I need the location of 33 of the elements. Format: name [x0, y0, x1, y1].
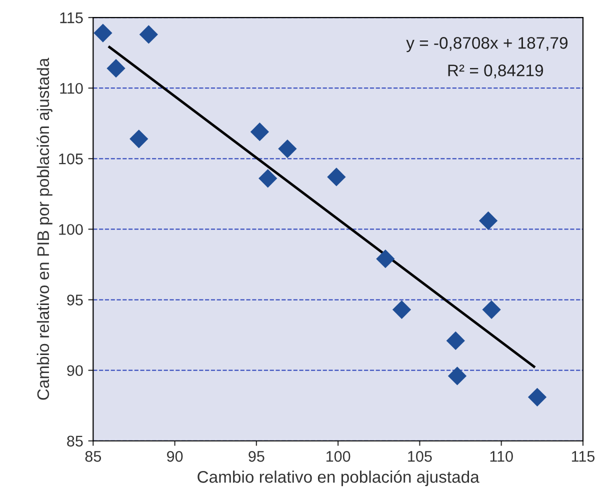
- point: [392, 300, 412, 319]
- annotation: R² = 0,84219: [448, 64, 543, 78]
- y-tick-label: 95: [67, 294, 83, 306]
- x-tick-label: 95: [248, 451, 264, 462]
- x-tick-label: 100: [326, 451, 350, 462]
- point: [478, 211, 498, 230]
- annotation: y = -0,8708x + 187,79: [406, 37, 568, 52]
- point: [448, 366, 467, 386]
- point: [130, 130, 148, 148]
- y-tick-label: 115: [60, 12, 83, 24]
- point: [482, 300, 501, 319]
- point: [528, 388, 547, 406]
- y-tick-label: 110: [60, 82, 83, 94]
- point: [250, 122, 270, 142]
- point: [376, 250, 395, 268]
- point: [327, 168, 346, 186]
- point: [446, 331, 465, 350]
- point: [258, 169, 278, 188]
- x-tick-label: 105: [408, 451, 432, 462]
- x-tick-label: 90: [167, 451, 183, 462]
- x-tick-label: 85: [85, 451, 102, 462]
- point: [278, 139, 297, 158]
- point: [94, 24, 112, 42]
- x-axis-title: Cambio relativo en población ajustada: [198, 470, 480, 486]
- point: [139, 25, 158, 44]
- y-tick-label: 105: [59, 154, 83, 164]
- y-tick-label: 100: [59, 224, 83, 235]
- x-tick-label: 110: [490, 451, 513, 462]
- y-axis-title: Cambio relativo en PIB por población ajustada: [36, 58, 52, 400]
- x-tick-label: 115: [572, 451, 595, 462]
- point: [106, 59, 126, 78]
- y-tick-label: 85: [67, 436, 83, 447]
- y-tick-label: 90: [67, 365, 83, 376]
